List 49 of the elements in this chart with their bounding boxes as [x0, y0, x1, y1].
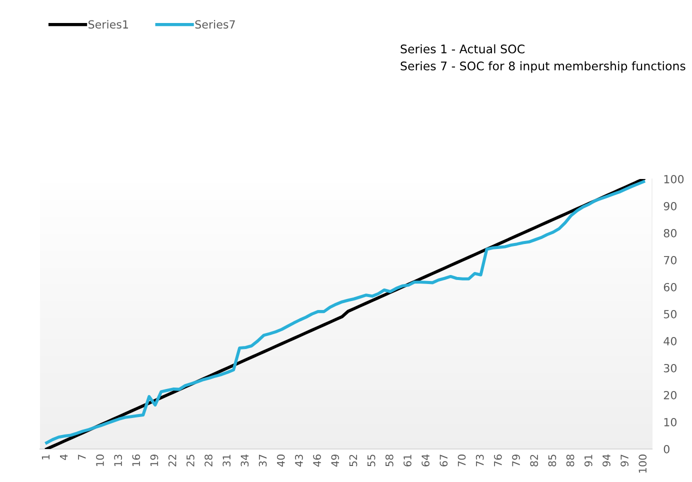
y-tick-label: 80 — [664, 228, 677, 238]
x-tick-label: 52 — [349, 454, 358, 466]
x-tick-label: 19 — [150, 454, 158, 466]
y-tick-label: 0 — [664, 444, 670, 454]
legend-label: Series7 — [195, 20, 235, 29]
x-tick-label: 64 — [422, 454, 430, 466]
x-tick-label: 10 — [96, 454, 104, 466]
x-tick-label: 7 — [78, 454, 86, 460]
x-tick-label: 28 — [204, 454, 212, 466]
x-tick-label: 46 — [313, 454, 321, 467]
y-tick-label: 20 — [664, 390, 677, 400]
x-tick-label: 16 — [132, 454, 140, 466]
x-tick-label: 82 — [530, 454, 538, 466]
x-tick-label: 34 — [240, 454, 249, 466]
text: Series 1 - Actual SOC — [400, 44, 524, 54]
y-tick-label: 40 — [664, 336, 677, 346]
x-tick-label: 73 — [476, 454, 484, 466]
x-tick-label: 49 — [331, 454, 340, 467]
x-tick-label: 85 — [548, 454, 556, 466]
y-tick-label: 60 — [664, 282, 677, 292]
x-tick-label: 58 — [385, 454, 394, 466]
y-tick-label: 30 — [664, 364, 677, 372]
x-tick-label: 43 — [295, 454, 303, 467]
x-tick-label: 1 — [42, 454, 50, 460]
x-tick-label: 88 — [566, 454, 574, 466]
x-tick-label: 70 — [458, 454, 466, 466]
y-tick-label: 90 — [664, 202, 677, 210]
x-tick-label: 25 — [186, 454, 194, 466]
x-tick-label: 97 — [620, 454, 628, 466]
x-tick-label: 94 — [602, 454, 610, 466]
x-tick-label: 13 — [114, 454, 122, 466]
x-tick-label: 4 — [60, 454, 68, 460]
x-tick-label: 37 — [258, 454, 267, 466]
x-tick-label: 31 — [222, 454, 231, 466]
y-tick-label: 10 — [664, 418, 677, 426]
legend-label: Series1 — [88, 20, 128, 29]
x-tick-label: 79 — [512, 454, 520, 466]
x-tick-label: 91 — [584, 454, 592, 466]
x-tick-label: 55 — [368, 454, 376, 466]
text: Series 7 - SOC for 8 input membership functions — [400, 61, 686, 73]
y-tick-label: 70 — [664, 256, 677, 264]
x-tick-label: 40 — [276, 454, 285, 467]
x-tick-label: 61 — [404, 454, 412, 466]
x-tick-label: 67 — [440, 454, 448, 466]
x-tick-label: 76 — [494, 454, 502, 466]
x-tick-label: 100 — [638, 454, 647, 473]
x-tick-label: 22 — [168, 454, 176, 466]
y-tick-label: 100 — [664, 174, 684, 184]
y-tick-label: 50 — [664, 310, 677, 318]
